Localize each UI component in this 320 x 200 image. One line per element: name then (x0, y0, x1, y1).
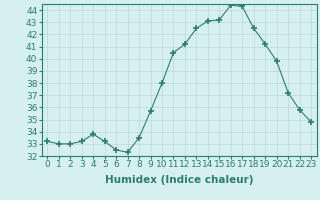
X-axis label: Humidex (Indice chaleur): Humidex (Indice chaleur) (105, 175, 253, 185)
